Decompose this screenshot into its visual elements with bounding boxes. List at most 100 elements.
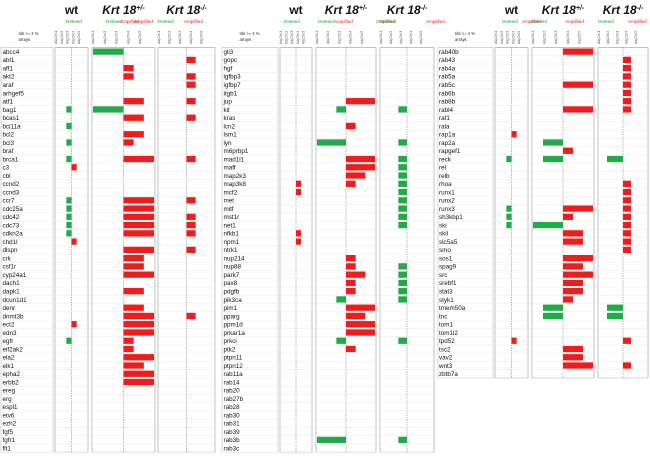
- deleted-bar: [398, 271, 407, 278]
- gene-label: egfr: [3, 338, 14, 345]
- column-header: Adj.Ctrl.1: [597, 31, 601, 44]
- deleted-bar: [336, 296, 346, 303]
- deleted-bar: [398, 197, 407, 204]
- deleted-bar: [607, 312, 623, 320]
- gene-label: stat3: [439, 289, 453, 296]
- gene-label: lyn: [224, 140, 233, 147]
- gene-label: arhgef5: [3, 90, 25, 97]
- gene-label: zbtb7a: [439, 371, 458, 378]
- deleted-bar: [506, 155, 512, 163]
- gene-label: denr: [3, 305, 16, 312]
- column-header: Adj.Ctrl.4: [296, 31, 300, 44]
- deleted-bar: [66, 155, 72, 163]
- amplified-bar: [563, 230, 583, 237]
- column-header: Adj.Ctrl.2: [543, 31, 547, 44]
- gene-label: kras: [224, 115, 236, 122]
- amplified-bar: [123, 155, 154, 163]
- amplified-bar: [346, 271, 366, 278]
- amplified-bar: [623, 65, 631, 72]
- deleted-bar: [336, 337, 346, 344]
- gene-label: tmem50a: [439, 305, 466, 312]
- amplified-bar: [186, 114, 196, 121]
- deleted-bar: [93, 48, 124, 55]
- column-header: Adj.Ctrl.4: [71, 31, 75, 44]
- gene-label: reck: [439, 156, 452, 163]
- legend-deleted: Deleted: [66, 19, 82, 24]
- deleted-bar: [506, 221, 512, 229]
- gene-label: bcas1: [3, 115, 20, 122]
- column-header: Adj.Ctrl.1: [91, 31, 95, 44]
- amplified-bar: [623, 362, 631, 369]
- gene-label: aff1: [3, 65, 14, 72]
- gene-label: ski: [439, 222, 447, 229]
- amplified-bar: [123, 205, 154, 212]
- gene-label: fgfr1: [3, 437, 16, 444]
- amplified-bar: [123, 221, 154, 229]
- deleted-bar: [533, 221, 563, 229]
- legend-deleted: Deleted: [284, 19, 300, 24]
- amplified-bar: [563, 48, 593, 55]
- legend-amplified: Amplified: [334, 19, 353, 24]
- column-header: Adj.Ctrl.3: [399, 31, 403, 44]
- amplified-bar: [623, 221, 631, 229]
- gene-label: pparg: [224, 313, 241, 320]
- gene-label: rab6b: [439, 90, 456, 97]
- gene-label: mad1l1: [224, 156, 245, 163]
- legend-amplified: Amplified: [522, 19, 541, 24]
- amplified-bar: [186, 197, 196, 204]
- gene-label: elk1: [3, 363, 15, 370]
- amplified-bar: [346, 255, 356, 262]
- gene-label: mitf: [224, 206, 234, 213]
- gene-label: sh3kbp1: [439, 214, 463, 221]
- amplified-bar: [346, 98, 375, 105]
- column-header: Adj.Ctrl.4: [625, 31, 629, 44]
- group-title-wt: wt: [64, 3, 78, 17]
- amplified-bar: [623, 73, 631, 80]
- amplified-bar: [563, 255, 593, 262]
- deleted-bar: [317, 436, 346, 443]
- gene-label: crk: [3, 255, 12, 262]
- gene-label: raf1: [439, 115, 450, 122]
- amplified-bar: [623, 246, 631, 253]
- gene-label: ptk2: [224, 346, 236, 353]
- legend-deleted: Deleted: [106, 19, 122, 24]
- gene-label: bag1: [3, 107, 18, 114]
- deleted-bar: [506, 205, 512, 212]
- deleted-bar: [66, 213, 72, 220]
- gene-label: erg: [3, 396, 13, 403]
- amplified-bar: [623, 238, 631, 245]
- amplified-bar: [123, 345, 134, 353]
- gene-label: rab20: [224, 388, 241, 395]
- amplified-bar: [123, 354, 154, 361]
- amplified-bar: [563, 81, 593, 88]
- gene-label: pim1: [224, 305, 238, 312]
- gene-label: wnt3: [438, 363, 453, 370]
- deleted-bar: [398, 205, 407, 212]
- amplified-bar: [563, 354, 583, 361]
- gene-label: ptpn12: [224, 363, 244, 370]
- deleted-bar: [398, 164, 407, 171]
- deleted-bar: [543, 304, 563, 311]
- gene-label: dach1: [3, 280, 21, 287]
- gene-label: rab5a: [439, 74, 456, 81]
- gene-label: rabl4: [439, 107, 453, 114]
- gene-label: rab8b: [439, 99, 456, 106]
- deleted-bar: [93, 106, 124, 113]
- column-header: Adj.Ctrl.5: [77, 31, 81, 44]
- gene-label: vav2: [439, 355, 453, 362]
- gene-label: dapk1: [3, 289, 21, 296]
- gene-label: net1: [224, 222, 237, 229]
- threshold-note: Ids >= 4 %: [19, 31, 39, 36]
- gene-label: ccr7: [3, 198, 15, 205]
- gene-label: rab39: [224, 429, 241, 436]
- gene-label: gli3: [224, 49, 234, 56]
- gene-label: csf1r: [3, 264, 17, 271]
- gene-label: cdc73: [3, 222, 20, 229]
- amplified-bar: [623, 205, 631, 212]
- gene-label: runx3: [439, 206, 455, 213]
- legend-deleted: Deleted: [531, 19, 547, 24]
- gene-label: npm1: [224, 239, 240, 246]
- gene-label: sos1: [439, 255, 453, 262]
- column-header: Adj.Ctrl.5: [419, 31, 423, 44]
